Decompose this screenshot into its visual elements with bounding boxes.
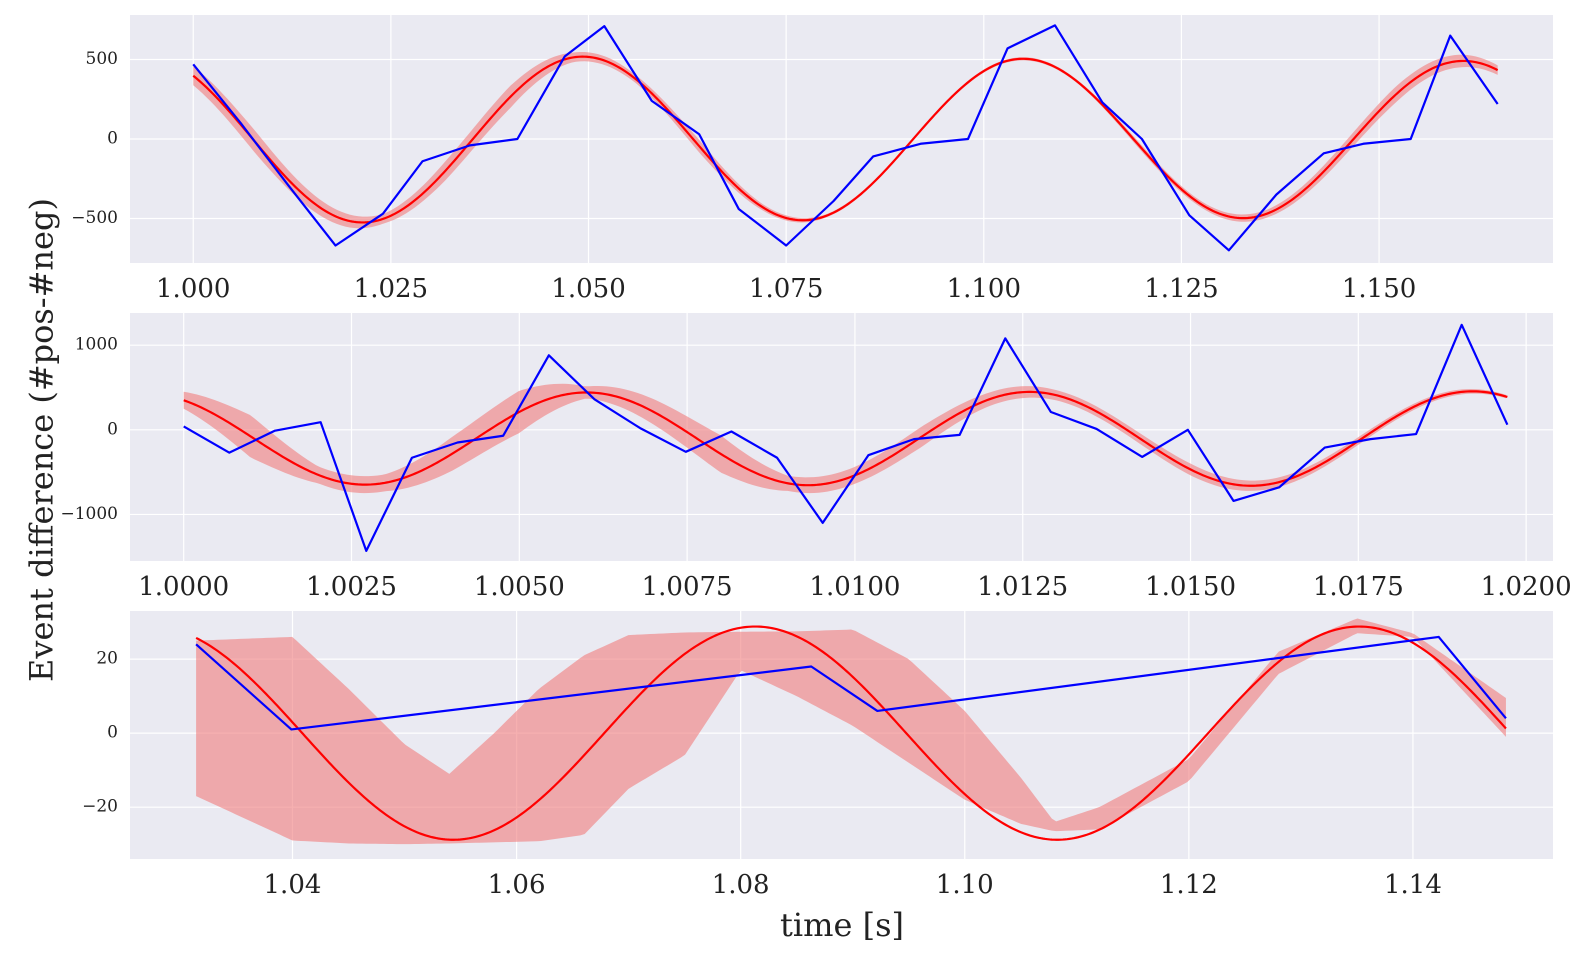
x-tick-label: 1.10 xyxy=(936,870,994,900)
data-line xyxy=(192,24,1499,252)
data-line xyxy=(195,635,1507,731)
confidence-band xyxy=(183,383,1507,494)
x-tick-label: 1.06 xyxy=(488,870,546,900)
x-tick-label: 1.04 xyxy=(264,870,322,900)
x-tick-label: 1.12 xyxy=(1160,870,1218,900)
confidence-band xyxy=(196,618,1506,845)
x-tick-label: 1.100 xyxy=(947,274,1021,304)
x-tick-label: 1.050 xyxy=(551,274,625,304)
axes-background xyxy=(130,313,1553,561)
subplot-top: 1.000 1.025 1.050 1.075 1.100 1.125 1.150 −500 0… xyxy=(71,15,1553,304)
y-tick-label: 0 xyxy=(107,419,118,439)
x-tick-label: 1.0150 xyxy=(1145,572,1236,602)
x-tick-label: 1.0200 xyxy=(1481,572,1572,602)
subplot-bottom: 1.04 1.06 1.08 1.10 1.12 1.14 −20 0 20 xyxy=(82,611,1553,900)
x-tick-label: 1.0100 xyxy=(809,572,900,602)
y-tick-label: 20 xyxy=(96,649,118,669)
subplot-middle: 1.0000 1.0025 1.0050 1.0075 1.0100 1.0125 1.01… xyxy=(60,313,1572,602)
x-tick-label: 1.0050 xyxy=(474,572,565,602)
data-line xyxy=(183,323,1509,552)
x-tick-label: 1.075 xyxy=(749,274,823,304)
x-tick-label: 1.08 xyxy=(712,870,770,900)
x-tick-label: 1.150 xyxy=(1342,274,1416,304)
y-axis-label: Event difference (#pos-#neg) xyxy=(23,198,61,682)
fit-curve xyxy=(195,625,1507,841)
x-tick-label: 1.0025 xyxy=(306,572,397,602)
y-tick-label: 0 xyxy=(107,723,118,743)
confidence-band xyxy=(193,52,1498,229)
x-tick-label: 1.0175 xyxy=(1313,572,1404,602)
y-tick-label: −20 xyxy=(82,797,118,817)
x-tick-label: 1.025 xyxy=(354,274,428,304)
x-tick-label: 1.000 xyxy=(156,274,230,304)
x-axis-label: time [s] xyxy=(780,906,904,944)
y-tick-label: −500 xyxy=(71,208,118,228)
x-tick-label: 1.0075 xyxy=(642,572,733,602)
x-tick-label: 1.0125 xyxy=(977,572,1068,602)
y-tick-label: 0 xyxy=(107,129,118,149)
y-tick-label: −1000 xyxy=(60,504,118,524)
x-tick-label: 1.14 xyxy=(1384,870,1442,900)
fit-curve xyxy=(192,55,1499,224)
y-tick-label: 500 xyxy=(86,49,118,69)
x-tick-label: 1.0000 xyxy=(138,572,229,602)
y-tick-label: 1000 xyxy=(75,335,118,355)
x-tick-label: 1.125 xyxy=(1144,274,1218,304)
